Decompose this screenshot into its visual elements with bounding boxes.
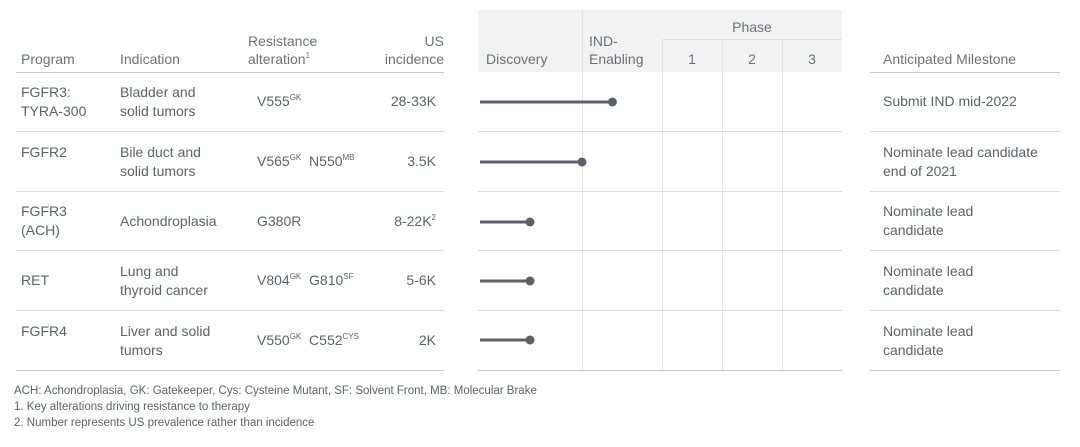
pipeline-header-band [478, 10, 842, 72]
us-incidence: 2K [418, 332, 436, 348]
milestone: Nominate lead candidate [883, 323, 974, 358]
header-rule-right [870, 72, 1060, 73]
header-us-incidence: US incidence [384, 33, 444, 67]
program-name: FGFR3 (ACH) [21, 203, 67, 238]
header-indication: Indication [120, 51, 180, 67]
header-phase-1: 1 [688, 51, 696, 67]
milestone: Submit IND mid-2022 [883, 93, 1017, 109]
pipeline-progress-chart [480, 97, 617, 345]
grid-line [662, 40, 663, 372]
indication: Bile duct and solid tumors [120, 144, 201, 179]
indication: Bladder and solid tumors [120, 84, 196, 119]
indication: Lung and thyroid cancer [120, 263, 208, 298]
table-bottom-rule [16, 370, 444, 371]
footnote-2: 2. Number represents US prevalence rathe… [14, 417, 315, 429]
header-phase-3: 3 [808, 51, 816, 67]
footnote-1: 1. Key alterations driving resistance to… [14, 401, 250, 413]
milestone: Nominate lead candidate [883, 203, 974, 238]
milestone: Nominate lead candidate end of 2021 [883, 144, 1038, 179]
progress-marker [607, 97, 617, 107]
row-divider [478, 131, 842, 132]
progress-marker [525, 335, 535, 345]
resistance-alteration: V550GK C552CYS [257, 332, 359, 348]
header-phase-2: 2 [748, 51, 756, 67]
row-divider [870, 310, 1060, 311]
program-name: RET [21, 272, 49, 288]
header-phase: Phase [732, 19, 772, 35]
row-divider [478, 250, 842, 251]
header-resistance: Resistance alteration1 [248, 33, 318, 67]
progress-marker [577, 157, 587, 167]
row-divider [16, 310, 444, 311]
resistance-alteration: V565GK N550MB [257, 153, 355, 169]
header-rule-left [16, 72, 444, 73]
resistance-alteration: V804GK G810SF [257, 272, 354, 288]
row-divider [478, 310, 842, 311]
table-bottom-rule [478, 370, 842, 371]
header-discovery: Discovery [486, 51, 548, 67]
row-divider [16, 250, 444, 251]
indication: Liver and solid tumors [120, 323, 211, 358]
table-bottom-rule [870, 370, 1060, 371]
grid-line [722, 40, 723, 372]
program-name: FGFR4 [21, 323, 67, 339]
header-milestone: Anticipated Milestone [883, 51, 1017, 67]
row-divider [16, 131, 444, 132]
header-program: Program [21, 51, 75, 67]
milestone: Nominate lead candidate [883, 263, 974, 298]
footnote-abbreviations: ACH: Achondroplasia, GK: Gatekeeper, Cys… [14, 385, 537, 397]
row-divider [478, 191, 842, 192]
us-incidence: 5-6K [406, 272, 436, 288]
program-name: FGFR2 [21, 144, 67, 160]
row-divider [870, 131, 1060, 132]
grid-line [782, 40, 783, 372]
program-name: FGFR3: TYRA-300 [21, 84, 87, 119]
us-incidence: 3.5K [407, 153, 436, 169]
progress-marker [525, 276, 535, 286]
us-incidence: 28-33K [390, 93, 436, 109]
header-ind-enabling: IND- Enabling [589, 33, 644, 67]
progress-marker [525, 217, 535, 227]
resistance-alteration: V555GK [257, 93, 302, 109]
indication: Achondroplasia [120, 213, 217, 229]
phase-divider [662, 39, 842, 40]
us-incidence: 8-22K2 [394, 213, 436, 229]
resistance-alteration: G380R [257, 213, 302, 229]
row-divider [870, 250, 1060, 251]
row-divider [16, 191, 444, 192]
row-divider [870, 191, 1060, 192]
